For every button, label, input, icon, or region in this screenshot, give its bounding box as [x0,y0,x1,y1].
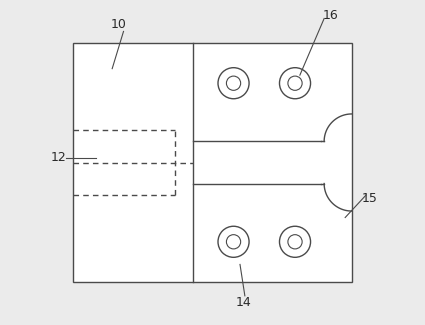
Text: 10: 10 [111,19,127,32]
Text: 12: 12 [51,151,67,164]
Text: 16: 16 [323,9,338,22]
Text: 15: 15 [362,192,377,205]
Text: 14: 14 [235,296,251,309]
Bar [74,43,351,282]
